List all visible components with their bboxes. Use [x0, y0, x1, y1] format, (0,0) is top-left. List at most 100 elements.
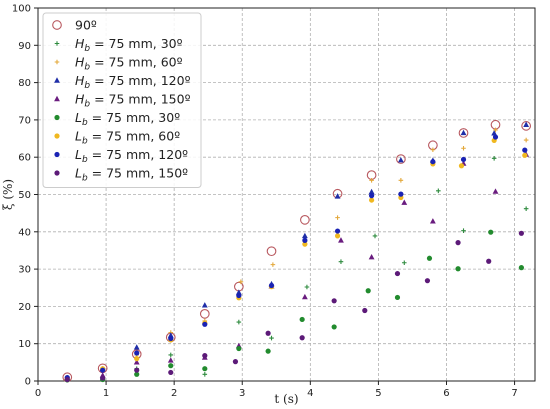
x-tick-label: 7	[511, 388, 517, 399]
y-tick-label: 10	[18, 339, 31, 350]
y-tick-label: 20	[18, 302, 31, 313]
series-4-point	[334, 193, 341, 199]
series-3-point	[238, 279, 244, 285]
series-6-point	[518, 265, 524, 271]
legend-marker-4	[54, 77, 60, 83]
series-6-point	[134, 371, 140, 377]
series-4-point	[397, 156, 404, 163]
series-9-point	[265, 330, 271, 336]
series-3-point	[461, 145, 466, 151]
series-3-point	[523, 137, 529, 143]
y-tick-label: 70	[18, 115, 31, 126]
series-4-point	[523, 121, 530, 127]
series-8-point	[202, 321, 208, 327]
y-tick-label: 80	[18, 78, 31, 89]
series-2-point	[461, 228, 466, 233]
y-axis-label: ξ (%)	[1, 179, 15, 210]
series-5-point	[133, 359, 140, 365]
series-4-point	[368, 188, 375, 195]
series-9-point	[64, 376, 70, 383]
x-tick-label: 2	[171, 388, 177, 399]
series-8-point	[168, 335, 174, 342]
series-2-point	[269, 335, 274, 341]
series-8-point	[334, 228, 341, 234]
series-6-point	[426, 255, 433, 261]
series-9-point	[232, 359, 239, 365]
series-8-point	[398, 191, 404, 197]
y-tick-label: 60	[18, 153, 31, 164]
legend-marker-6	[54, 114, 60, 121]
series-3-point	[270, 262, 276, 267]
series-6-point	[202, 366, 208, 372]
series-2-point	[338, 259, 344, 264]
y-tick-label: 50	[18, 190, 31, 201]
series-7-point	[369, 197, 375, 203]
series-2-points	[64, 156, 529, 383]
series-8-point	[134, 350, 140, 356]
series-3-point	[430, 147, 436, 153]
series-6-point	[299, 316, 305, 323]
x-tick-label: 5	[375, 388, 381, 399]
series-2-point	[236, 319, 242, 325]
series-7-point	[302, 241, 308, 247]
x-tick-label: 6	[443, 388, 449, 399]
legend-label-8: Lb = 75 mm, 120º	[75, 147, 188, 165]
series-2-point	[304, 284, 310, 290]
x-tick-label: 4	[307, 388, 313, 399]
series-9-points	[64, 230, 524, 383]
legend-label-1: 90º	[75, 18, 97, 33]
series-4-point	[491, 130, 498, 136]
legend-label-6: Lb = 75 mm, 30º	[75, 110, 180, 128]
series-6-point	[331, 324, 337, 330]
legend-marker-5	[54, 95, 60, 102]
series-7-point	[134, 356, 140, 362]
series-8-point	[492, 134, 499, 140]
legend-marker-8	[54, 151, 60, 158]
series-5-point	[492, 188, 499, 194]
y-tick-label: 40	[18, 227, 31, 238]
series-2-point	[401, 260, 407, 266]
series-3-point	[335, 215, 340, 220]
series-1-points	[62, 119, 531, 383]
x-axis-label: t (s)	[274, 392, 298, 406]
y-tick-label: 90	[18, 41, 31, 52]
series-6-point	[265, 348, 271, 354]
series-8-point	[268, 282, 275, 289]
series-5-point	[429, 218, 436, 224]
series-9-point	[331, 298, 337, 304]
series-9-point	[518, 230, 524, 236]
series-1-point	[199, 309, 210, 319]
series-2-point	[372, 233, 378, 239]
x-tick-label: 3	[239, 388, 245, 399]
series-6-point	[455, 266, 461, 272]
legend-label-4: Hb = 75 mm, 120º	[75, 73, 191, 91]
series-6-point	[365, 288, 371, 294]
series-1-point	[396, 154, 406, 164]
series-1-point	[266, 246, 277, 257]
series-9-point	[168, 369, 174, 376]
series-4-point	[201, 302, 208, 308]
series-4-point	[133, 344, 140, 350]
series-8-point	[369, 193, 375, 199]
y-tick-label: 0	[25, 377, 31, 388]
series-9-point	[486, 258, 492, 264]
series-8-point	[100, 367, 106, 373]
legend-marker-3	[54, 59, 60, 65]
series-9-point	[202, 353, 208, 359]
series-9-point	[299, 335, 305, 341]
series-8-point	[430, 159, 436, 165]
series-4-point	[460, 129, 467, 136]
y-tick-label: 100	[12, 4, 31, 15]
legend-label-5: Hb = 75 mm, 150º	[75, 92, 191, 110]
series-8-point	[236, 292, 242, 299]
series-8-point	[460, 156, 467, 163]
series-3-point	[398, 178, 404, 183]
data-points-layer	[62, 119, 531, 383]
legend-marker-9	[54, 170, 60, 176]
series-3-point	[369, 178, 374, 183]
y-tick-label: 30	[18, 265, 31, 276]
series-5-point	[167, 357, 174, 363]
legend-label-2: Hb = 75 mm, 30º	[75, 36, 183, 54]
